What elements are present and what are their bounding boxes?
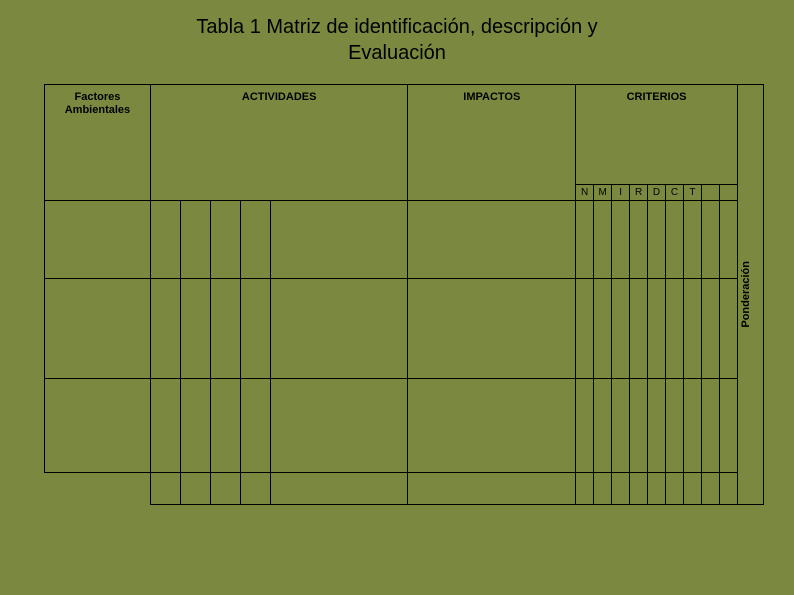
title-line-1: Tabla 1 Matriz de identificación, descri… xyxy=(196,16,597,38)
criteria-col-t: T xyxy=(683,185,701,201)
criteria-col-m: M xyxy=(594,185,612,201)
table-row xyxy=(45,473,764,505)
table-row xyxy=(45,201,764,279)
evaluation-matrix: Factores Ambientales ACTIVIDADES IMPACTO… xyxy=(44,84,764,505)
criteria-col-blank2 xyxy=(719,185,737,201)
criteria-col-d: D xyxy=(648,185,666,201)
criteria-col-blank1 xyxy=(701,185,719,201)
table-row xyxy=(45,379,764,473)
table-row xyxy=(45,279,764,379)
col-header-criterios: CRITERIOS xyxy=(576,85,738,185)
col-header-actividades: ACTIVIDADES xyxy=(150,85,408,201)
criteria-col-n: N xyxy=(576,185,594,201)
criteria-col-r: R xyxy=(630,185,648,201)
col-header-factores: Factores Ambientales xyxy=(45,85,151,201)
criteria-col-c: C xyxy=(666,185,684,201)
criteria-col-i: I xyxy=(612,185,630,201)
col-header-impactos: IMPACTOS xyxy=(408,85,576,201)
table-title: Tabla 1 Matriz de identificación, descri… xyxy=(0,14,794,66)
col-header-ponderacion: Ponderación xyxy=(737,85,763,505)
title-line-2: Evaluación xyxy=(348,42,446,64)
